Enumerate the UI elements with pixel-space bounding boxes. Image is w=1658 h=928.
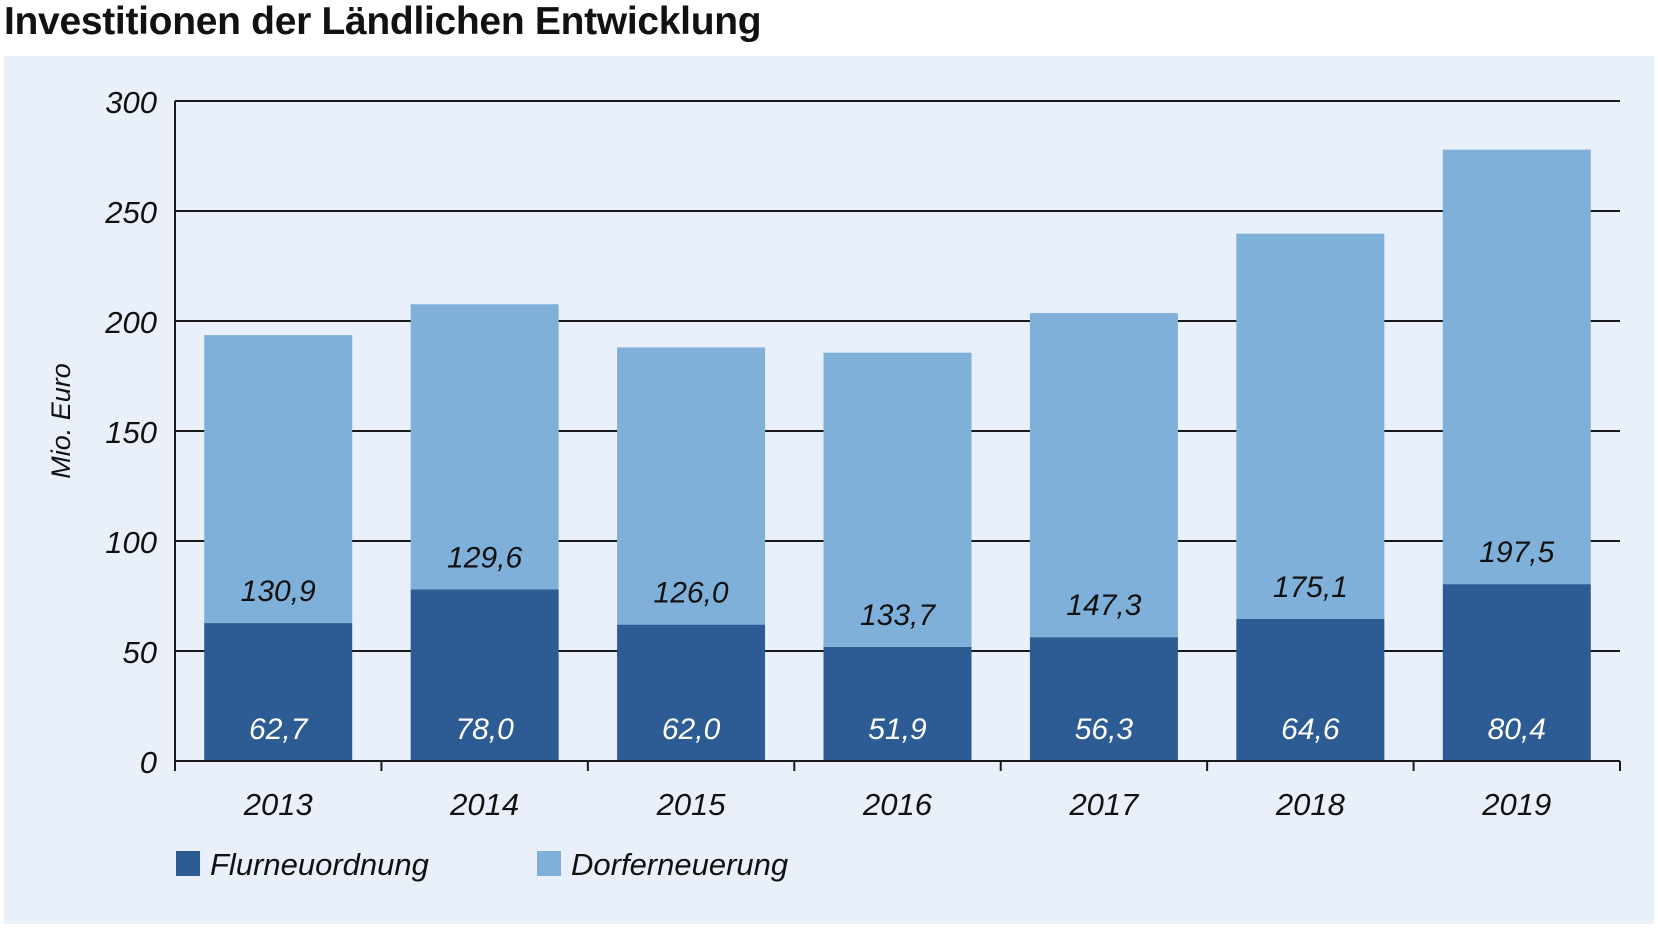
bar-flurneuordnung-2015 — [617, 624, 766, 761]
x-tick-label-2019: 2019 — [1481, 787, 1551, 822]
data-label-flurneuordnung-2015: 62,0 — [662, 713, 721, 746]
data-label-dorferneuerung-2015: 126,0 — [654, 577, 729, 610]
chart-title: Investitionen der Ländlichen Entwicklung — [4, 0, 762, 43]
data-label-dorferneuerung-2016: 133,7 — [860, 599, 936, 632]
legend-label-dorferneuerung: Dorferneuerung — [571, 847, 788, 882]
legend-label-flurneuordnung: Flurneuordnung — [210, 847, 429, 882]
bar-dorferneuerung-2018 — [1236, 233, 1385, 619]
x-tick-label-2018: 2018 — [1275, 787, 1346, 822]
axes: 0 50 100 150 200 250 300 2013 2014 2015 2016 2017 20… — [46, 85, 1621, 822]
bar-flurneuordnung-2016 — [823, 646, 972, 761]
y-axis-title: Mio. Euro — [46, 363, 76, 479]
data-label-dorferneuerung-2017: 147,3 — [1066, 589, 1141, 622]
data-label-dorferneuerung-2013: 130,9 — [241, 575, 316, 608]
x-tick-label-2015: 2015 — [656, 787, 727, 822]
bar-dorferneuerung-2017 — [1029, 313, 1178, 638]
y-tick-label-50: 50 — [123, 635, 157, 670]
x-tick-label-2014: 2014 — [449, 787, 519, 822]
data-label-flurneuordnung-2013: 62,7 — [249, 713, 309, 746]
bar-dorferneuerung-2016 — [823, 352, 972, 647]
data-label-flurneuordnung-2019: 80,4 — [1488, 713, 1546, 746]
legend: Flurneuordnung Dorferneuerung — [176, 847, 788, 882]
x-tick-label-2013: 2013 — [243, 787, 313, 822]
y-tick-label-250: 250 — [104, 195, 157, 230]
y-tick-label-200: 200 — [104, 305, 157, 340]
bar-flurneuordnung-2017 — [1029, 637, 1178, 761]
bar-flurneuordnung-2013 — [204, 623, 353, 761]
x-tick-label-2017: 2017 — [1068, 787, 1140, 822]
bar-dorferneuerung-2013 — [204, 335, 353, 624]
data-label-dorferneuerung-2019: 197,5 — [1479, 536, 1554, 569]
data-labels: 62,7 130,9 78,0 129,6 62,0 126,0 51,9 133,7 56,3… — [241, 536, 1555, 746]
bar-flurneuordnung-2018 — [1236, 618, 1385, 761]
data-label-flurneuordnung-2017: 56,3 — [1075, 713, 1134, 746]
bar-dorferneuerung-2015 — [617, 347, 766, 625]
data-label-flurneuordnung-2014: 78,0 — [455, 713, 514, 746]
data-label-flurneuordnung-2018: 64,6 — [1281, 713, 1340, 746]
bar-flurneuordnung-2019 — [1442, 584, 1591, 761]
bar-dorferneuerung-2019 — [1442, 149, 1591, 585]
data-label-dorferneuerung-2018: 175,1 — [1273, 571, 1348, 604]
data-label-dorferneuerung-2014: 129,6 — [447, 541, 522, 574]
legend-swatch-dorferneuerung — [537, 851, 561, 876]
data-label-flurneuordnung-2016: 51,9 — [868, 713, 927, 746]
legend-swatch-flurneuordnung — [176, 851, 200, 876]
bar-dorferneuerung-2014 — [410, 304, 559, 590]
bar-flurneuordnung-2014 — [410, 589, 559, 761]
y-tick-label-300: 300 — [105, 85, 157, 120]
bars — [204, 149, 1591, 761]
x-tick-label-2016: 2016 — [862, 787, 933, 822]
y-tick-label-100: 100 — [105, 525, 157, 560]
y-tick-label-150: 150 — [105, 415, 157, 450]
y-tick-label-0: 0 — [140, 745, 157, 780]
